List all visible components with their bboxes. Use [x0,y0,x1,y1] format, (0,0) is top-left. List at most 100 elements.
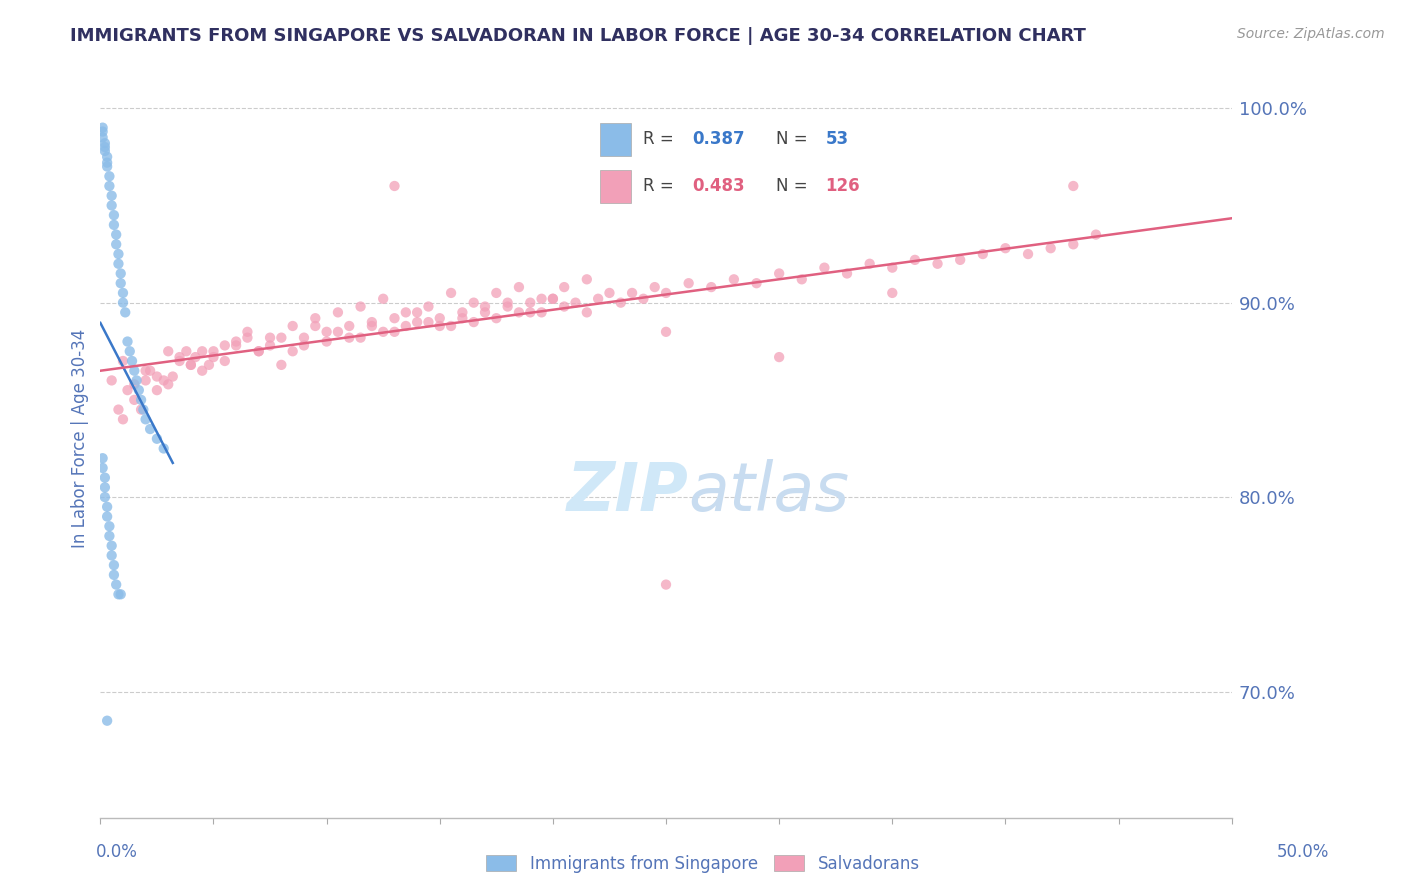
Point [225,338,247,352]
Point [610,295,633,310]
Point [373,325,395,339]
Point [91,124,114,138]
Point [169,354,191,368]
Point [315,334,337,349]
Point [247,344,270,359]
Point [259,331,281,345]
Point [184,350,207,364]
Bar [600,123,631,155]
Point [349,331,371,345]
Point [135,373,157,387]
Point [384,311,406,326]
Point [564,295,586,310]
Point [406,315,429,329]
Point [105,227,128,242]
Point [96,500,118,514]
Point [110,276,132,290]
Point [315,325,337,339]
Point [575,305,598,319]
Point [451,311,474,326]
Text: ZIP: ZIP [567,458,689,524]
Text: 0.483: 0.483 [693,178,745,195]
Point [655,285,678,300]
Point [304,318,326,333]
Point [745,276,768,290]
Point [225,334,247,349]
Point [429,318,451,333]
Point [972,247,994,261]
Point [440,318,463,333]
Text: R =: R = [643,130,679,148]
Point [326,305,349,319]
Point [117,334,139,349]
Point [124,392,146,407]
Point [598,285,620,300]
Point [202,344,225,359]
Point [100,188,122,202]
Point [103,558,125,573]
Point [655,325,678,339]
Point [541,292,564,306]
Point [107,402,129,417]
Point [575,272,598,286]
Point [508,305,530,319]
Point [633,292,655,306]
Point [236,325,259,339]
Point [882,285,904,300]
Text: 53: 53 [825,130,849,148]
Point [281,344,304,359]
Point [94,140,117,154]
Point [451,305,474,319]
Point [519,305,541,319]
Point [655,577,678,591]
Point [117,383,139,397]
Point [132,402,155,417]
Point [96,509,118,524]
Point [91,130,114,145]
Point [100,549,122,563]
Point [157,344,180,359]
Point [485,285,508,300]
Point [395,305,418,319]
Point [94,136,117,151]
Point [157,377,180,392]
Point [107,587,129,601]
Point [236,331,259,345]
Point [96,150,118,164]
Point [176,344,198,359]
Point [152,442,174,456]
Point [541,292,564,306]
Point [103,218,125,232]
Point [530,292,553,306]
Point [105,237,128,252]
Point [281,318,304,333]
Point [162,369,184,384]
Text: 0.0%: 0.0% [96,843,138,861]
Point [474,300,496,314]
Text: Source: ZipAtlas.com: Source: ZipAtlas.com [1237,27,1385,41]
Point [337,331,360,345]
Point [111,412,134,426]
Point [146,383,169,397]
Point [440,285,463,300]
Point [418,315,440,329]
Point [107,257,129,271]
Point [304,311,326,326]
Point [121,354,143,368]
Point [125,373,148,387]
Point [107,247,129,261]
Point [326,325,349,339]
Bar [600,170,631,202]
Point [586,292,609,306]
Point [96,160,118,174]
Point [96,714,118,728]
Point [768,350,790,364]
Point [270,358,292,372]
Point [508,280,530,294]
Point [859,257,882,271]
Text: 50.0%: 50.0% [1277,843,1329,861]
Point [94,480,117,494]
Point [118,344,141,359]
Point [98,179,121,194]
Point [191,364,214,378]
